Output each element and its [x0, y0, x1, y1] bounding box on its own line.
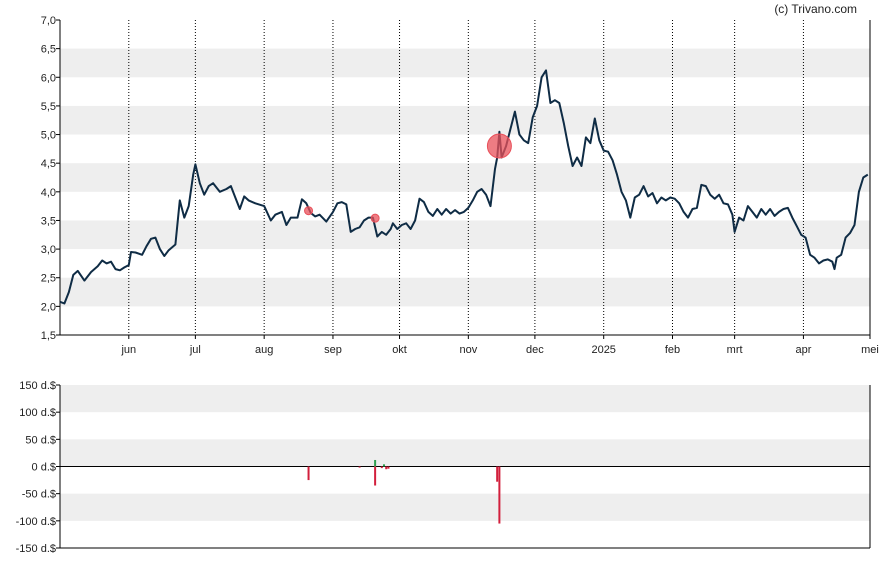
transaction-marker: [304, 206, 314, 216]
x-tick-label: 2025: [591, 344, 615, 356]
y-tick-label: 3,5: [41, 215, 56, 227]
x-tick-label: mei: [861, 344, 879, 356]
x-tick-label: aug: [255, 344, 273, 356]
bar-band: [60, 439, 870, 467]
price-band: [60, 105, 870, 135]
x-tick-label: okt: [392, 344, 407, 356]
price-chart-panel: jun jul aug sep okt nov dec 2025 feb mrt apr mei 7,0…: [41, 15, 879, 356]
bar-band: [60, 493, 870, 521]
transaction-bar: [358, 466, 361, 468]
y-tick-label: 6,0: [41, 72, 56, 84]
y-tick-label: 5,0: [41, 130, 56, 142]
credit-text: (c) Trivano.com: [774, 2, 857, 16]
y-tick-label: 0 d.$: [32, 462, 56, 474]
x-tick-label: dec: [526, 344, 544, 356]
y-tick-label: -50 d.$: [22, 489, 56, 501]
x-tick-label: mrt: [727, 344, 743, 356]
transaction-marker: [370, 213, 380, 223]
x-tick-label: nov: [459, 344, 477, 356]
transaction-bar: [374, 459, 377, 467]
price-band: [60, 48, 870, 78]
price-line: [59, 69, 869, 305]
price-band: [60, 163, 870, 192]
transaction-bar: [307, 466, 310, 481]
x-tick-label: apr: [795, 344, 811, 356]
y-tick-label: 2,0: [41, 301, 56, 313]
y-tick-label: 4,5: [41, 158, 56, 170]
transaction-bar: [383, 464, 385, 467]
transaction-bar: [380, 466, 383, 469]
y-tick-label: 3,0: [41, 244, 56, 256]
x-tick-label: sep: [324, 344, 342, 356]
transaction-bar: [496, 466, 499, 482]
transaction-bar: [374, 466, 377, 486]
x-tick-label: jul: [189, 344, 201, 356]
x-tick-label: jun: [120, 344, 136, 356]
transaction-bar: [498, 466, 501, 524]
transaction-bar: [385, 466, 388, 470]
y-tick-label: 50 d.$: [25, 434, 56, 446]
y-tick-label: 4,0: [41, 187, 56, 199]
y-tick-label: 100 d.$: [19, 407, 56, 419]
transaction-bar: [387, 466, 390, 469]
y-tick-label: -150 d.$: [16, 543, 56, 555]
y-tick-label: 6,5: [41, 44, 56, 56]
y-tick-label: 5,5: [41, 101, 56, 113]
transaction-bar-panel: 150 d.$ 100 d.$ 50 d.$ 0 d.$ -50 d.$ -100 d.$…: [16, 380, 871, 555]
price-band: [60, 220, 870, 250]
price-band: [60, 277, 870, 307]
y-tick-label: -100 d.$: [16, 516, 56, 528]
y-tick-label: 2,5: [41, 273, 56, 285]
x-tick-label: feb: [665, 344, 680, 356]
transaction-marker: [486, 133, 512, 159]
y-tick-label: 7,0: [41, 15, 56, 27]
y-tick-label: 1,5: [41, 330, 56, 342]
y-tick-label: 150 d.$: [19, 380, 56, 392]
bar-band: [60, 385, 870, 413]
